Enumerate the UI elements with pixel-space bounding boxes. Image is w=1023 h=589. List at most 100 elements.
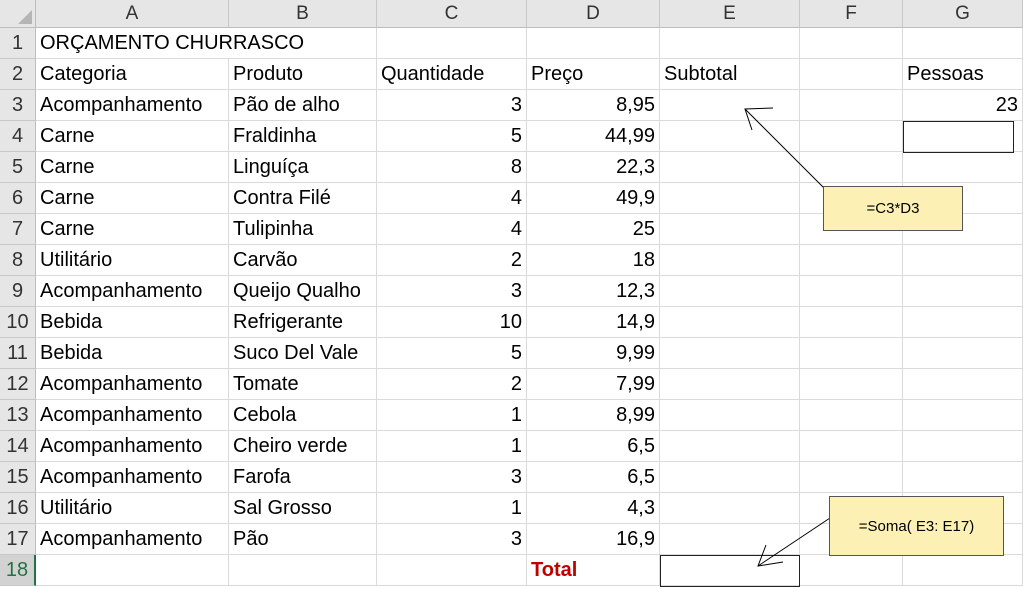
cell-b17[interactable]: Pão <box>229 524 377 555</box>
cell-c8[interactable]: 2 <box>377 245 527 276</box>
cell-e12[interactable] <box>660 369 800 400</box>
cell-d4[interactable]: 44,99 <box>527 121 660 152</box>
cell-d16[interactable]: 4,3 <box>527 493 660 524</box>
cell-f12[interactable] <box>800 369 903 400</box>
column-header-g[interactable]: G <box>903 0 1023 28</box>
cell-f14[interactable] <box>800 431 903 462</box>
select-all-corner[interactable] <box>0 0 36 28</box>
cell-c2[interactable]: Quantidade <box>377 59 527 90</box>
cell-c18[interactable] <box>377 555 527 586</box>
row-header-4[interactable]: 4 <box>0 121 36 152</box>
cell-d18[interactable]: Total <box>527 555 660 586</box>
row-header-18[interactable]: 18 <box>0 555 36 586</box>
cell-d5[interactable]: 22,3 <box>527 152 660 183</box>
row-header-11[interactable]: 11 <box>0 338 36 369</box>
row-header-3[interactable]: 3 <box>0 90 36 121</box>
cell-a13[interactable]: Acompanhamento <box>36 400 229 431</box>
cell-b3[interactable]: Pão de alho <box>229 90 377 121</box>
cell-b2[interactable]: Produto <box>229 59 377 90</box>
row-header-13[interactable]: 13 <box>0 400 36 431</box>
cell-d3[interactable]: 8,95 <box>527 90 660 121</box>
row-header-7[interactable]: 7 <box>0 214 36 245</box>
cell-f5[interactable] <box>800 152 903 183</box>
cell-f10[interactable] <box>800 307 903 338</box>
cell-f13[interactable] <box>800 400 903 431</box>
cell-a16[interactable]: Utilitário <box>36 493 229 524</box>
cell-e1[interactable] <box>660 28 800 59</box>
cell-b5[interactable]: Linguíça <box>229 152 377 183</box>
cell-a4[interactable]: Carne <box>36 121 229 152</box>
cell-f3[interactable] <box>800 90 903 121</box>
cell-c1[interactable] <box>377 28 527 59</box>
row-header-14[interactable]: 14 <box>0 431 36 462</box>
row-header-10[interactable]: 10 <box>0 307 36 338</box>
cell-b4[interactable]: Fraldinha <box>229 121 377 152</box>
cell-d15[interactable]: 6,5 <box>527 462 660 493</box>
cell-e4[interactable] <box>660 121 800 152</box>
cell-a5[interactable]: Carne <box>36 152 229 183</box>
cell-f4[interactable] <box>800 121 903 152</box>
column-header-a[interactable]: A <box>36 0 229 28</box>
cell-e3[interactable] <box>660 90 800 121</box>
cell-b11[interactable]: Suco Del Vale <box>229 338 377 369</box>
cell-a9[interactable]: Acompanhamento <box>36 276 229 307</box>
cell-d1[interactable] <box>527 28 660 59</box>
cell-b8[interactable]: Carvão <box>229 245 377 276</box>
cell-e16[interactable] <box>660 493 800 524</box>
row-header-16[interactable]: 16 <box>0 493 36 524</box>
cell-b18[interactable] <box>229 555 377 586</box>
cell-a1[interactable]: ORÇAMENTO CHURRASCO <box>36 28 304 59</box>
cell-b1[interactable] <box>229 28 377 59</box>
cell-e2[interactable]: Subtotal <box>660 59 800 90</box>
cell-b15[interactable]: Farofa <box>229 462 377 493</box>
cell-c15[interactable]: 3 <box>377 462 527 493</box>
cell-d10[interactable]: 14,9 <box>527 307 660 338</box>
cell-e13[interactable] <box>660 400 800 431</box>
column-header-d[interactable]: D <box>527 0 660 28</box>
pessoas-input-box[interactable] <box>903 121 1014 153</box>
total-result-box[interactable] <box>660 555 800 587</box>
cell-b16[interactable]: Sal Grosso <box>229 493 377 524</box>
cell-a3[interactable]: Acompanhamento <box>36 90 229 121</box>
cell-b7[interactable]: Tulipinha <box>229 214 377 245</box>
cell-f2[interactable] <box>800 59 903 90</box>
cell-c14[interactable]: 1 <box>377 431 527 462</box>
cell-b12[interactable]: Tomate <box>229 369 377 400</box>
cell-e15[interactable] <box>660 462 800 493</box>
cell-c9[interactable]: 3 <box>377 276 527 307</box>
cell-b14[interactable]: Cheiro verde <box>229 431 377 462</box>
cell-e17[interactable] <box>660 524 800 555</box>
row-header-12[interactable]: 12 <box>0 369 36 400</box>
cell-a18[interactable] <box>36 555 229 586</box>
cell-e11[interactable] <box>660 338 800 369</box>
cell-d11[interactable]: 9,99 <box>527 338 660 369</box>
cell-b9[interactable]: Queijo Qualho <box>229 276 377 307</box>
cell-c3[interactable]: 3 <box>377 90 527 121</box>
row-header-2[interactable]: 2 <box>0 59 36 90</box>
cell-e6[interactable] <box>660 183 800 214</box>
cell-d9[interactable]: 12,3 <box>527 276 660 307</box>
cell-e10[interactable] <box>660 307 800 338</box>
column-header-e[interactable]: E <box>660 0 800 28</box>
cell-d12[interactable]: 7,99 <box>527 369 660 400</box>
cell-c13[interactable]: 1 <box>377 400 527 431</box>
cell-c11[interactable]: 5 <box>377 338 527 369</box>
cell-c4[interactable]: 5 <box>377 121 527 152</box>
cell-b10[interactable]: Refrigerante <box>229 307 377 338</box>
cell-a7[interactable]: Carne <box>36 214 229 245</box>
cell-f18[interactable] <box>800 555 903 586</box>
cell-f9[interactable] <box>800 276 903 307</box>
cell-a15[interactable]: Acompanhamento <box>36 462 229 493</box>
row-header-17[interactable]: 17 <box>0 524 36 555</box>
row-header-1[interactable]: 1 <box>0 28 36 59</box>
cell-b13[interactable]: Cebola <box>229 400 377 431</box>
cell-d13[interactable]: 8,99 <box>527 400 660 431</box>
cell-c7[interactable]: 4 <box>377 214 527 245</box>
cell-e8[interactable] <box>660 245 800 276</box>
column-header-b[interactable]: B <box>229 0 377 28</box>
row-header-8[interactable]: 8 <box>0 245 36 276</box>
cell-c16[interactable]: 1 <box>377 493 527 524</box>
cell-d14[interactable]: 6,5 <box>527 431 660 462</box>
cell-a11[interactable]: Bebida <box>36 338 229 369</box>
cell-e7[interactable] <box>660 214 800 245</box>
